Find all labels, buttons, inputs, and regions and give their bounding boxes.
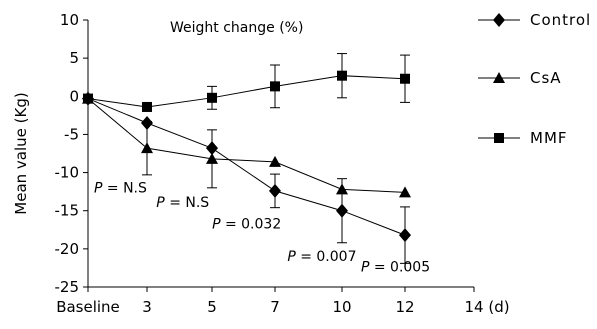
x-tick-label: Baseline [56, 298, 120, 316]
series-layer [82, 53, 411, 264]
p-value-annotation: P = N.S [156, 195, 209, 211]
square-marker [400, 73, 410, 84]
x-tick-label: 14 [464, 298, 483, 316]
y-axis-title: Mean value (Kg) [12, 92, 30, 214]
legend: Control CsA MMF [478, 11, 591, 147]
p-value-annotation: P = 0.005 [361, 260, 430, 276]
series-line [87, 75, 406, 108]
p-value: = N.S [165, 195, 210, 211]
y-tick-label: 10 [60, 11, 79, 29]
p-symbol: P [94, 180, 103, 196]
y-tick-label: -15 [55, 202, 80, 220]
x-tick-label: 10 [332, 298, 351, 316]
p-value-annotation: P = N.S [94, 180, 147, 196]
x-axis-unit: (d) [488, 298, 509, 316]
series-control [82, 91, 411, 264]
p-value-annotation: P = 0.032 [212, 216, 281, 232]
x-tick-label: 12 [395, 298, 414, 316]
p-symbol: P [361, 260, 370, 276]
triangle-marker [336, 183, 348, 195]
triangle-marker [269, 155, 281, 167]
y-tick-label: 0 [69, 87, 79, 105]
series-line [87, 98, 406, 236]
square-marker [337, 70, 347, 81]
legend-label: Control [530, 11, 591, 29]
y-tick-label: -10 [55, 164, 80, 182]
square-marker [207, 92, 217, 103]
x-tick-label: 7 [270, 298, 280, 316]
p-symbol: P [287, 249, 296, 265]
p-value: = 0.005 [369, 260, 430, 276]
p-value: = N.S [102, 180, 147, 196]
square-marker [83, 93, 93, 104]
diamond-marker [493, 13, 505, 27]
diamond-marker [269, 183, 281, 198]
diamond-marker [336, 203, 348, 218]
p-value: = 0.007 [296, 249, 357, 265]
legend-item-csa: CsA [478, 69, 562, 87]
p-symbol: P [212, 216, 221, 232]
triangle-marker [141, 142, 153, 154]
y-tick-label: -25 [55, 278, 80, 296]
axes: 10 5 0 -5 -10 -15 -20 -25 Baseline 3 5 7 10 12 14 (d) [55, 11, 510, 316]
square-marker [494, 133, 504, 143]
y-tick-label: -5 [64, 125, 79, 143]
p-symbol: P [156, 195, 165, 211]
x-tick-label: 5 [207, 298, 217, 316]
legend-item-control: Control [478, 11, 591, 29]
triangle-marker [399, 186, 411, 198]
square-marker [142, 101, 152, 112]
y-tick-label: 5 [69, 49, 79, 67]
series-mmf [83, 53, 410, 112]
square-marker [270, 81, 280, 92]
legend-item-mmf: MMF [478, 129, 568, 147]
y-tick-label: -20 [55, 240, 80, 258]
legend-label: CsA [530, 69, 562, 87]
series-line [87, 98, 406, 193]
diamond-marker [399, 228, 411, 243]
triangle-marker [493, 72, 505, 83]
p-value: = 0.032 [221, 216, 282, 232]
chart-inner-title: Weight change (%) [170, 20, 303, 36]
legend-label: MMF [530, 129, 568, 147]
p-value-annotation: P = 0.007 [287, 249, 356, 265]
x-tick-label: 3 [142, 298, 152, 316]
triangle-marker [206, 152, 218, 164]
